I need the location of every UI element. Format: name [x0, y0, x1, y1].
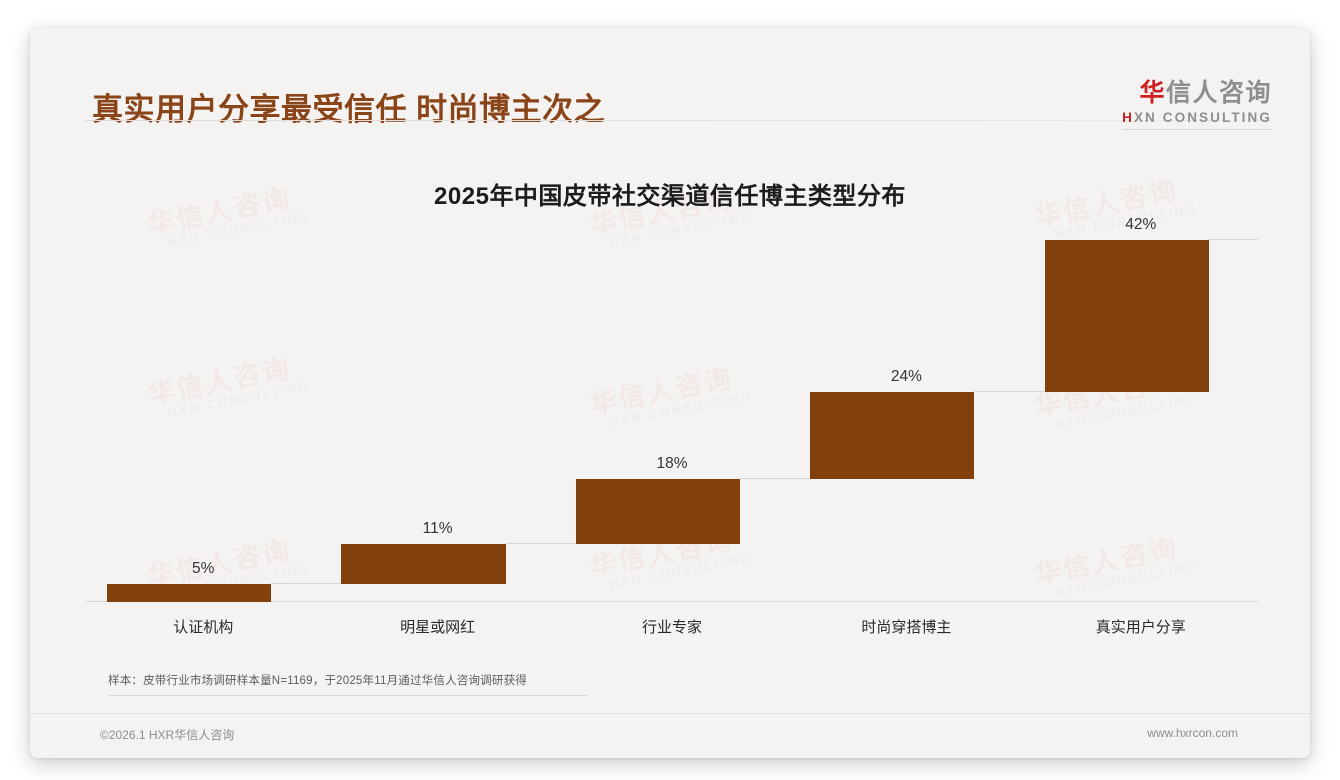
bar-value-label: 5%	[191, 559, 215, 577]
bar	[341, 544, 506, 584]
chart-title: 2025年中国皮带社交渠道信任博主类型分布	[434, 183, 906, 210]
bar-value-label: 18%	[656, 454, 688, 472]
waterfall-column: 5% 认证机构	[86, 240, 320, 636]
logo-en-rest: XN CONSULTING	[1133, 109, 1272, 125]
waterfall-column: 24% 时尚穿搭博主	[789, 240, 1023, 636]
category-label: 认证机构	[173, 619, 234, 636]
logo-underline	[1122, 128, 1272, 130]
waterfall-connector	[974, 391, 1045, 393]
waterfall-column: 18% 行业专家	[555, 240, 789, 636]
bar	[575, 478, 740, 545]
category-label: 真实用户分享	[1095, 619, 1186, 636]
chart-baseline	[86, 601, 1258, 602]
company-logo: 华信人咨询 HXN CONSULTING	[1122, 79, 1272, 130]
bar	[810, 392, 975, 479]
footnote-block: 样本：皮带行业市场调研样本量N=1169，于2025年11月通过华信人咨询调研获…	[108, 672, 588, 696]
slide-footer: ©2026.1 HXR华信人咨询 www.hxrcon.com	[30, 714, 1310, 758]
bar	[107, 583, 272, 602]
chart-plot-area: 5% 认证机构 11% 明星或网红 18% 行业专家 24% 时尚穿搭博主 42% 真实用户分享	[56, 216, 1284, 640]
waterfall-column: 42% 真实用户分享	[1024, 216, 1258, 636]
footnote-divider	[108, 695, 588, 696]
logo-chinese-rest: 信人咨询	[1165, 79, 1272, 107]
category-label: 时尚穿搭博主	[861, 619, 952, 636]
waterfall-connector	[739, 477, 811, 479]
waterfall-connector	[505, 543, 576, 545]
waterfall-bars: 5% 认证机构 11% 明星或网红 18% 行业专家 24% 时尚穿搭博主 42% 真实用户分享	[86, 216, 1258, 636]
bar	[1044, 240, 1209, 393]
category-label: 行业专家	[641, 619, 702, 636]
header-divider	[85, 120, 1265, 121]
bar-value-label: 11%	[422, 520, 453, 538]
waterfall-column: 11% 明星或网红	[320, 240, 554, 636]
waterfall-connector	[271, 582, 342, 584]
category-label: 明星或网红	[400, 619, 476, 636]
slide-card: 华信人咨询 HXN CONSULTING 华信人咨询 HXN CONSULTIN…	[30, 28, 1310, 758]
bar-value-label: 42%	[1125, 216, 1157, 233]
sample-note: 样本：皮带行业市场调研样本量N=1169，于2025年11月通过华信人咨询调研获…	[108, 675, 527, 687]
logo-chinese: 华信人咨询	[1122, 79, 1272, 108]
footer-copyright: ©2026.1 HXR华信人咨询	[100, 728, 235, 742]
waterfall-connector	[86, 601, 108, 602]
logo-english: HXN CONSULTING	[1122, 110, 1272, 125]
page-title: 真实用户分享最受信任 时尚博主次之	[92, 92, 606, 127]
footer-divider	[30, 713, 1310, 714]
waterfall-connector	[1208, 239, 1258, 240]
bar-value-label: 24%	[890, 368, 922, 386]
slide-header: 真实用户分享最受信任 时尚博主次之	[30, 28, 1310, 127]
logo-en-accent: H	[1122, 109, 1134, 125]
logo-accent-char: 华	[1139, 79, 1166, 107]
footer-website: www.hxrcon.com	[1147, 726, 1238, 740]
